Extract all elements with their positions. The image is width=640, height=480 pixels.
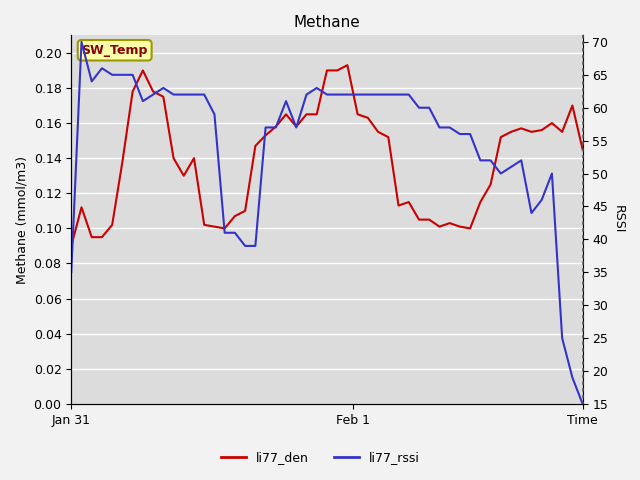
- Title: Methane: Methane: [294, 15, 360, 30]
- Legend: li77_den, li77_rssi: li77_den, li77_rssi: [216, 446, 424, 469]
- Text: SW_Temp: SW_Temp: [81, 44, 148, 57]
- Y-axis label: RSSI: RSSI: [612, 205, 625, 234]
- Y-axis label: Methane (mmol/m3): Methane (mmol/m3): [15, 156, 28, 284]
